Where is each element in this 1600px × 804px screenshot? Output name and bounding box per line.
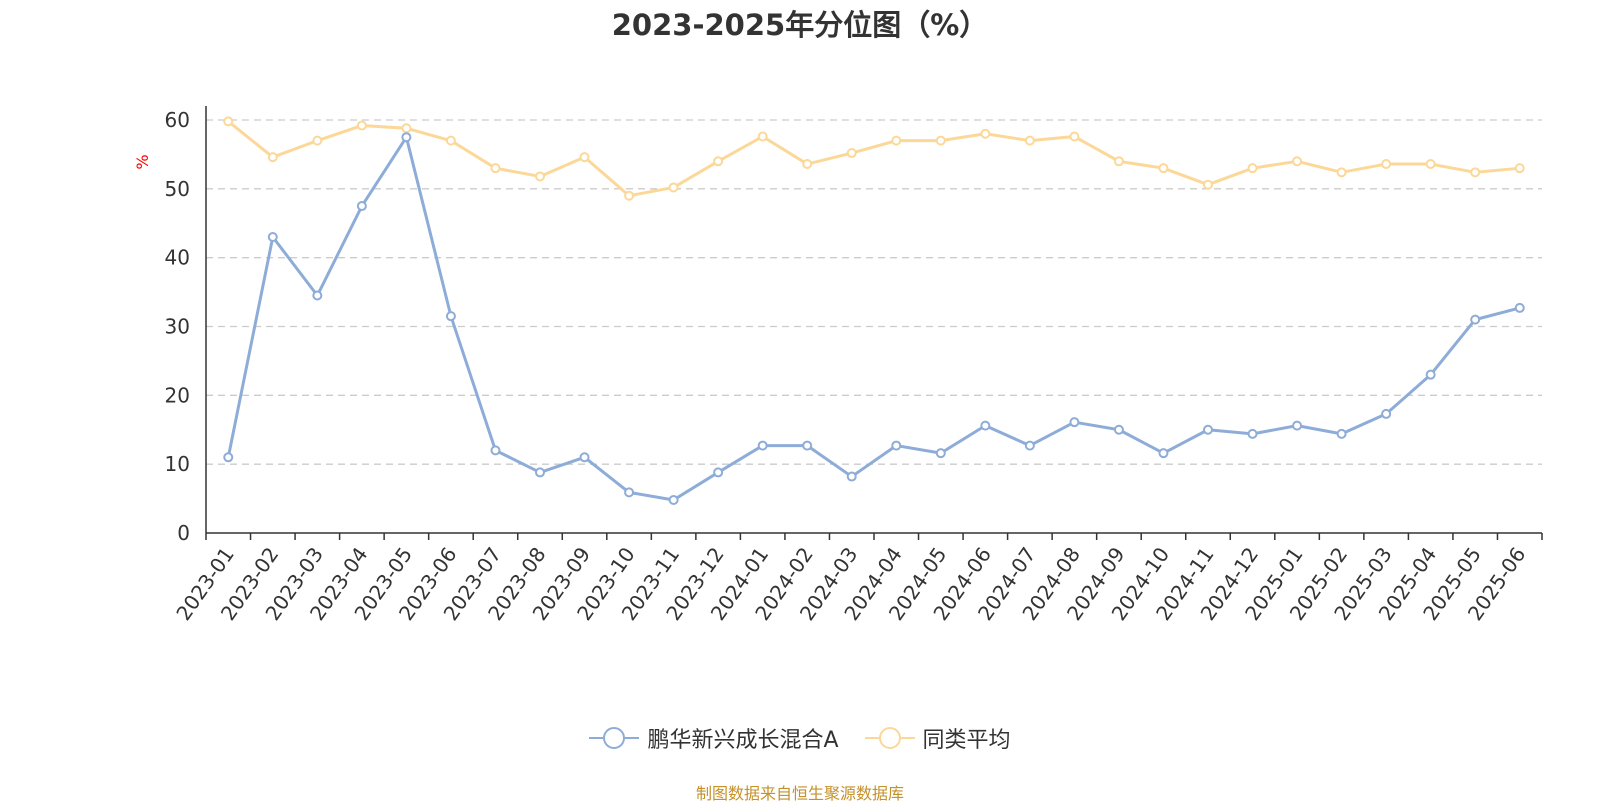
data-point[interactable]: [535, 171, 545, 182]
y-tick-label: 40: [165, 246, 190, 270]
data-point[interactable]: [490, 163, 501, 174]
data-point[interactable]: [1336, 167, 1347, 178]
data-point[interactable]: [535, 467, 545, 478]
y-tick-label: 20: [165, 383, 190, 407]
data-point[interactable]: [980, 420, 991, 431]
data-point[interactable]: [1381, 159, 1392, 170]
data-point[interactable]: [1336, 428, 1347, 439]
legend-marker-icon: [589, 727, 640, 749]
y-tick-labels: 0 10 20 30 40 50 60: [165, 108, 190, 545]
data-point[interactable]: [356, 120, 367, 131]
legend-label: 同类平均: [922, 728, 1011, 753]
data-point[interactable]: [624, 487, 635, 498]
legend-marker-icon: [864, 727, 915, 749]
data-point[interactable]: [1381, 408, 1392, 419]
data-point[interactable]: [1069, 417, 1080, 428]
data-point[interactable]: [980, 128, 991, 139]
data-point[interactable]: [223, 452, 234, 463]
data-point[interactable]: [223, 116, 234, 127]
data-point[interactable]: [579, 452, 590, 463]
data-point[interactable]: [579, 152, 590, 163]
y-tick-label: 60: [165, 108, 190, 132]
data-point[interactable]: [1203, 179, 1213, 190]
data-point[interactable]: [1470, 167, 1481, 178]
data-point[interactable]: [846, 148, 857, 159]
data-point[interactable]: [757, 440, 768, 451]
data-point[interactable]: [267, 152, 278, 163]
y-tick-label: 30: [165, 315, 190, 339]
source-note: 制图数据来自恒生聚源数据库: [695, 784, 904, 803]
legend-label: 鹏华新兴成长混合A: [647, 728, 839, 753]
series-fund: [223, 132, 1525, 505]
chart-title: 2023-2025年分位图（%）: [611, 8, 989, 42]
data-point[interactable]: [1158, 163, 1169, 174]
data-point[interactable]: [1024, 135, 1035, 146]
y-tick-label: 50: [165, 177, 190, 201]
grid-lines: [206, 119, 1542, 465]
data-point[interactable]: [1514, 163, 1525, 174]
data-point[interactable]: [1247, 428, 1258, 439]
y-tick-label: 0: [177, 521, 190, 545]
data-point[interactable]: [713, 156, 724, 167]
data-point[interactable]: [1470, 314, 1481, 325]
series-peer-average: [223, 116, 1525, 201]
data-point[interactable]: [401, 123, 412, 134]
data-point[interactable]: [1024, 440, 1035, 451]
data-point[interactable]: [267, 232, 278, 243]
legend-item[interactable]: 同类平均: [864, 722, 1011, 754]
data-point[interactable]: [1425, 159, 1436, 170]
data-point[interactable]: [802, 159, 813, 170]
data-point[interactable]: [1292, 156, 1303, 167]
legend-item[interactable]: 鹏华新兴成长混合A: [589, 722, 839, 754]
data-point[interactable]: [401, 132, 412, 143]
y-tick-label: 10: [165, 452, 190, 476]
data-point[interactable]: [757, 131, 768, 142]
data-point[interactable]: [1069, 131, 1080, 142]
data-point[interactable]: [891, 135, 902, 146]
data-point[interactable]: [1113, 424, 1124, 435]
data-point[interactable]: [445, 135, 456, 146]
data-point[interactable]: [624, 190, 635, 201]
data-point[interactable]: [713, 467, 724, 478]
data-point[interactable]: [1425, 369, 1436, 380]
legend: 鹏华新兴成长混合A 同类平均: [0, 722, 1600, 754]
y-axis-unit: %: [133, 154, 152, 169]
data-point[interactable]: [1514, 302, 1525, 313]
x-tick-labels: 2023-012023-022023-032023-042023-052023-…: [171, 543, 1530, 625]
data-point[interactable]: [312, 290, 323, 301]
data-point[interactable]: [1292, 420, 1303, 431]
data-point[interactable]: [445, 311, 456, 322]
data-point[interactable]: [935, 135, 946, 146]
data-point[interactable]: [668, 182, 679, 193]
data-point[interactable]: [490, 445, 501, 456]
data-point[interactable]: [935, 448, 946, 459]
data-point[interactable]: [668, 494, 679, 505]
data-point[interactable]: [1158, 448, 1169, 459]
data-point[interactable]: [1247, 163, 1258, 174]
series-line: [227, 120, 1520, 198]
data-point[interactable]: [1203, 424, 1213, 435]
data-point[interactable]: [356, 201, 367, 212]
axes: [205, 106, 1543, 540]
series-line: [226, 135, 1521, 502]
data-point[interactable]: [891, 440, 902, 451]
data-point[interactable]: [846, 471, 857, 482]
data-point[interactable]: [312, 135, 323, 146]
data-point[interactable]: [802, 440, 813, 451]
data-point[interactable]: [1113, 156, 1124, 167]
series-lines: [223, 116, 1525, 505]
